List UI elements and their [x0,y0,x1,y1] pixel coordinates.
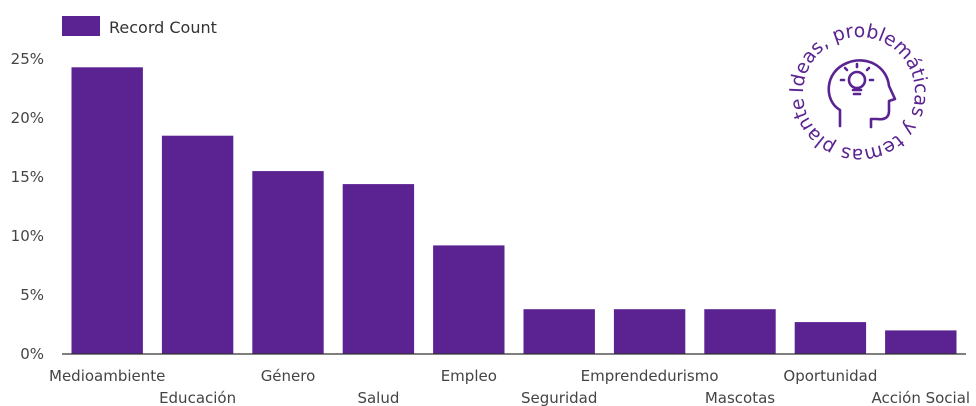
x-category-label: Acción Social [872,389,971,406]
y-tick-label: 25% [11,50,44,68]
head-lightbulb-icon [827,59,897,129]
y-tick-label: 10% [11,227,44,245]
x-category-label: Género [261,367,316,385]
legend: Record Count [62,16,217,37]
bar [704,309,776,354]
x-axis-labels: Medioambiente Educación Género Salud Empleo S… [49,367,970,406]
x-category-label: Mascotas [705,389,775,406]
y-tick-label: 15% [11,168,44,186]
x-category-label: Educación [159,389,236,406]
bar [433,245,505,354]
bar [613,309,686,354]
x-category-label: Oportunidad [783,367,877,385]
y-axis: 0% 5% 10% 15% 20% 25% [11,50,44,363]
bars [71,67,957,355]
x-category-label: Emprendedurismo [581,367,719,385]
bar [794,322,867,354]
bar [161,135,234,354]
bar [252,171,324,354]
bar [342,184,415,354]
bar [523,309,595,354]
legend-swatch [62,16,100,36]
y-tick-label: 0% [20,345,44,363]
bar [885,330,957,354]
bar [71,67,143,355]
y-tick-label: 5% [20,286,44,304]
x-category-label: Medioambiente [49,367,165,385]
x-category-label: Empleo [441,367,497,385]
x-category-label: Salud [357,389,399,406]
legend-label: Record Count [109,18,217,37]
y-tick-label: 20% [11,109,44,127]
x-category-label: Seguridad [521,389,597,406]
